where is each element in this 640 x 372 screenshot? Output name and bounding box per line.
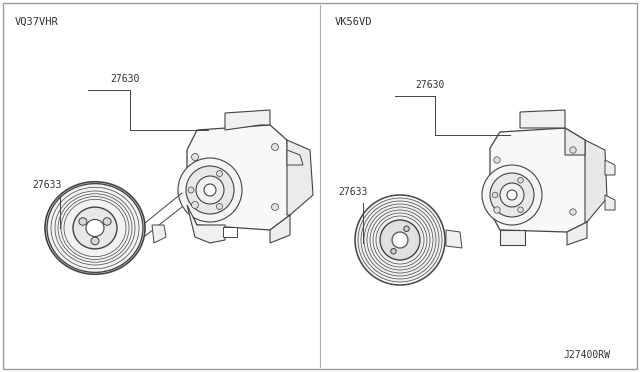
Circle shape bbox=[216, 170, 223, 177]
Polygon shape bbox=[287, 140, 313, 215]
Polygon shape bbox=[446, 230, 462, 248]
Circle shape bbox=[570, 147, 576, 153]
Circle shape bbox=[271, 144, 278, 151]
Text: 27630: 27630 bbox=[415, 80, 444, 90]
Circle shape bbox=[178, 158, 242, 222]
Polygon shape bbox=[270, 215, 290, 243]
Circle shape bbox=[494, 207, 500, 213]
Ellipse shape bbox=[355, 197, 445, 283]
Polygon shape bbox=[567, 222, 587, 245]
Text: 27633: 27633 bbox=[32, 180, 61, 190]
Ellipse shape bbox=[392, 232, 408, 248]
Polygon shape bbox=[605, 195, 615, 210]
Ellipse shape bbox=[86, 219, 104, 237]
Polygon shape bbox=[605, 160, 615, 175]
Circle shape bbox=[482, 165, 542, 225]
Text: VQ37VHR: VQ37VHR bbox=[15, 17, 59, 27]
Polygon shape bbox=[187, 205, 225, 243]
Circle shape bbox=[500, 183, 524, 207]
Circle shape bbox=[196, 176, 224, 204]
Circle shape bbox=[188, 187, 194, 193]
Circle shape bbox=[507, 190, 517, 200]
Circle shape bbox=[490, 173, 534, 217]
Circle shape bbox=[494, 157, 500, 163]
Ellipse shape bbox=[103, 218, 111, 225]
Polygon shape bbox=[187, 125, 290, 230]
Polygon shape bbox=[520, 110, 565, 128]
Ellipse shape bbox=[391, 248, 396, 254]
Text: 27630: 27630 bbox=[110, 74, 140, 84]
Polygon shape bbox=[585, 140, 607, 222]
Circle shape bbox=[191, 202, 198, 208]
Circle shape bbox=[518, 177, 524, 183]
Text: J27400RW: J27400RW bbox=[563, 350, 610, 360]
Polygon shape bbox=[223, 227, 237, 237]
Ellipse shape bbox=[79, 218, 87, 225]
Circle shape bbox=[204, 184, 216, 196]
Polygon shape bbox=[287, 150, 303, 165]
Ellipse shape bbox=[47, 184, 143, 272]
Ellipse shape bbox=[91, 237, 99, 245]
Text: VK56VD: VK56VD bbox=[335, 17, 372, 27]
Ellipse shape bbox=[404, 226, 409, 231]
Circle shape bbox=[492, 192, 498, 198]
Circle shape bbox=[518, 207, 524, 212]
Circle shape bbox=[570, 209, 576, 215]
Polygon shape bbox=[225, 110, 270, 130]
Polygon shape bbox=[152, 225, 166, 243]
Circle shape bbox=[216, 203, 223, 209]
Polygon shape bbox=[490, 128, 587, 232]
Ellipse shape bbox=[73, 207, 117, 249]
Polygon shape bbox=[565, 128, 585, 155]
Circle shape bbox=[191, 154, 198, 160]
Polygon shape bbox=[500, 230, 525, 245]
Text: 27633: 27633 bbox=[338, 187, 367, 197]
Circle shape bbox=[186, 166, 234, 214]
Circle shape bbox=[271, 203, 278, 211]
Ellipse shape bbox=[380, 220, 420, 260]
